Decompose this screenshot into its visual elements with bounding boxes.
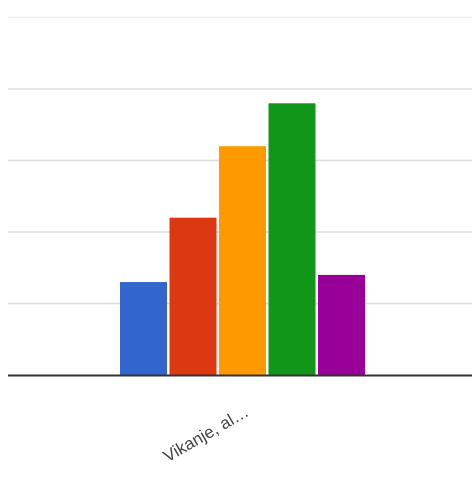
x-tick-label: Vikanje, al… (160, 402, 252, 466)
bar-series-2 (169, 217, 217, 375)
bar-series-3 (219, 146, 266, 375)
bar-series-4 (268, 103, 316, 376)
bar-series-1 (120, 282, 167, 375)
bar-series-5 (318, 274, 365, 375)
x-axis-labels: Vikanje, al… (160, 402, 252, 466)
bars (120, 103, 365, 376)
